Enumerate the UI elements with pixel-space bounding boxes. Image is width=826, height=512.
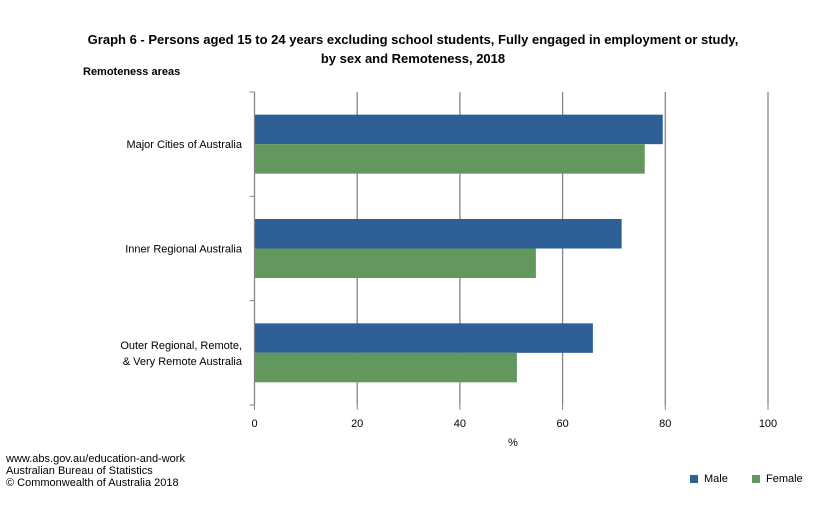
title-line: Graph 6 - Persons aged 15 to 24 years ex…	[87, 32, 739, 47]
legend-label-female: Female	[766, 473, 803, 485]
footer-copyright: © Commonwealth of Australia 2018	[6, 477, 179, 489]
chart-title: Graph 6 - Persons aged 15 to 24 years ex…	[0, 30, 826, 68]
x-tick-label: 60	[556, 418, 568, 430]
category-label: Outer Regional, Remote,	[120, 340, 242, 352]
y-axis-label: Remoteness areas	[83, 66, 181, 78]
subtitle-line: by sex and Remoteness, 2018	[320, 51, 506, 66]
category-label: Inner Regional Australia	[125, 244, 243, 256]
footer-url[interactable]: www.abs.gov.au/education-and-work	[6, 453, 185, 465]
x-tick-label: 0	[251, 418, 257, 430]
x-tick-label: 100	[759, 418, 777, 430]
x-tick-label: 80	[659, 418, 671, 430]
category-label: & Very Remote Australia	[123, 356, 243, 368]
x-axis-label: %	[508, 437, 518, 449]
bar-male	[255, 114, 663, 145]
footer-org: Australian Bureau of Statistics	[6, 465, 153, 477]
x-tick-label: 20	[351, 418, 363, 430]
bar-female	[255, 144, 645, 174]
legend-female: Female	[752, 473, 803, 485]
legend-label-male: Male	[704, 473, 728, 485]
legend-swatch-female	[752, 475, 760, 483]
bar-female	[255, 248, 536, 278]
bar-male	[255, 323, 593, 353]
legend-swatch-male	[690, 475, 698, 483]
x-tick-label: 40	[454, 418, 466, 430]
bar-female	[255, 352, 517, 383]
bar-male	[255, 219, 622, 249]
category-label: Major Cities of Australia	[126, 139, 242, 151]
legend-male: Male	[690, 473, 728, 485]
